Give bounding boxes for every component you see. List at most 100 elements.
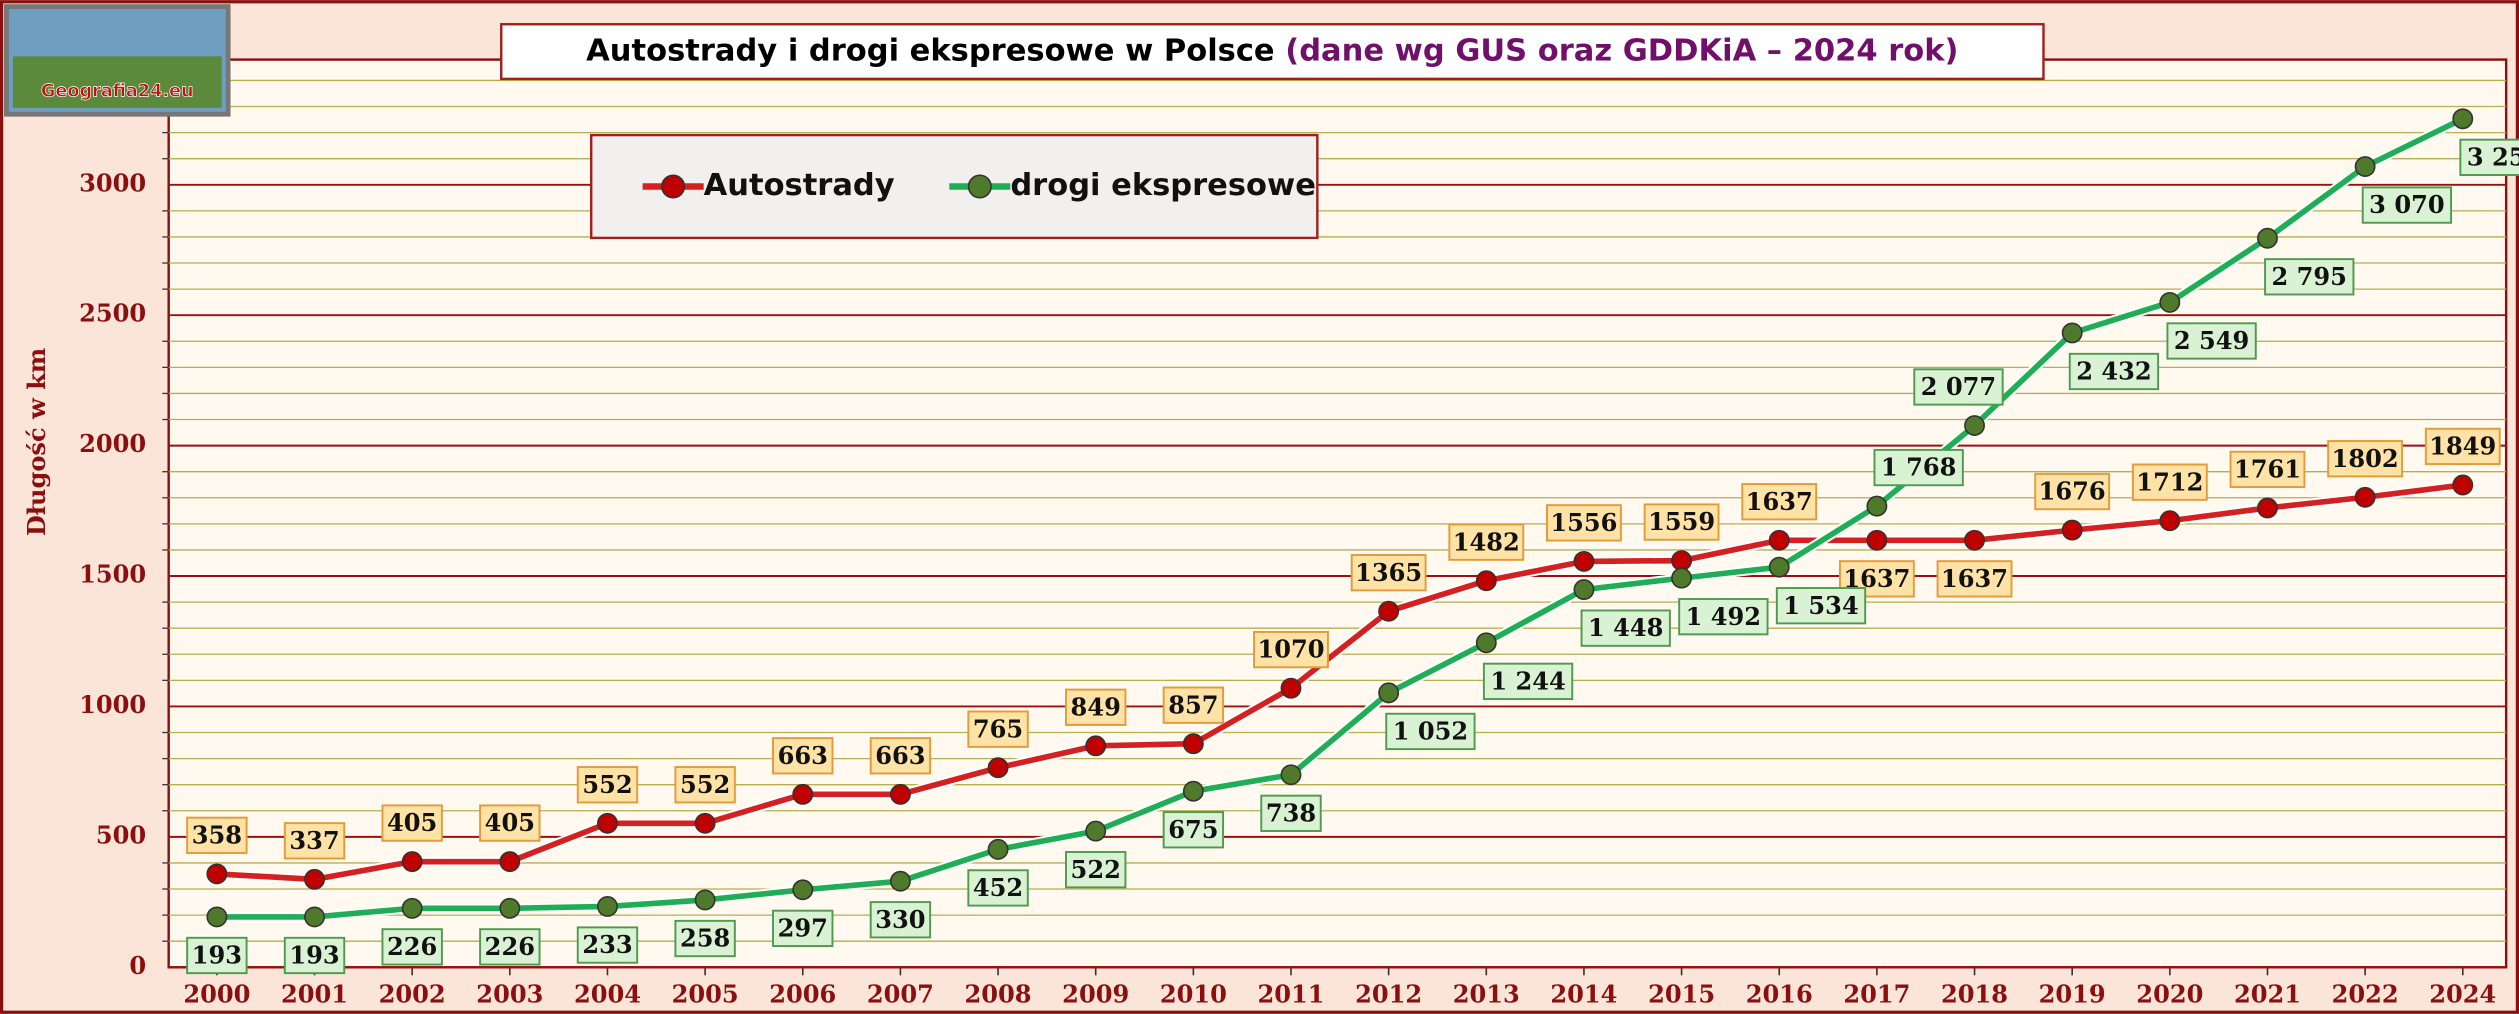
point bbox=[1280, 677, 1302, 699]
x-tick-label: 2014 bbox=[1550, 980, 1617, 1009]
value-label: 233 bbox=[582, 930, 632, 959]
value-label-box bbox=[283, 822, 346, 860]
value-label: 1 768 bbox=[1881, 453, 1956, 482]
value-label-box bbox=[186, 936, 248, 975]
x-tick-label: 2000 bbox=[183, 980, 250, 1009]
y-tick-label: 2500 bbox=[79, 299, 146, 328]
point bbox=[1378, 682, 1400, 704]
value-label: 3 070 bbox=[2369, 190, 2444, 219]
value-label: 3 253 bbox=[2467, 142, 2519, 171]
x-tick-label: 2002 bbox=[379, 980, 446, 1009]
value-label-box bbox=[576, 766, 639, 804]
legend-marker bbox=[661, 174, 686, 199]
point bbox=[1182, 780, 1204, 802]
x-tick-label: 2007 bbox=[867, 980, 934, 1009]
x-tick-label: 2024 bbox=[2429, 980, 2496, 1009]
value-label: 1637 bbox=[1941, 564, 2008, 593]
value-label-box bbox=[869, 901, 932, 939]
value-label: 1482 bbox=[1453, 527, 1520, 556]
value-label: 337 bbox=[289, 826, 339, 855]
value-label: 1365 bbox=[1355, 558, 1422, 587]
value-label-box bbox=[1065, 688, 1127, 726]
point bbox=[987, 838, 1009, 860]
value-label-box bbox=[1775, 587, 1867, 625]
point bbox=[597, 896, 618, 917]
value-label-box bbox=[576, 926, 639, 964]
value-label: 258 bbox=[680, 924, 730, 953]
point bbox=[206, 906, 228, 928]
value-label: 2 432 bbox=[2076, 357, 2151, 386]
x-tick-label: 2001 bbox=[281, 980, 348, 1009]
x-tick-label: 2005 bbox=[672, 980, 739, 1009]
value-label: 2 077 bbox=[1921, 372, 1996, 401]
value-label: 1 492 bbox=[1686, 602, 1761, 631]
point bbox=[206, 863, 228, 885]
value-label: 1556 bbox=[1550, 508, 1617, 537]
value-label-box bbox=[1448, 523, 1525, 561]
value-label-box bbox=[1385, 712, 1476, 751]
value-label-box bbox=[2459, 138, 2519, 176]
y-tick-label: 500 bbox=[96, 820, 146, 849]
point bbox=[1085, 820, 1107, 842]
value-label: 1 052 bbox=[1393, 717, 1468, 746]
value-label: 1 534 bbox=[1783, 591, 1858, 620]
value-label: 330 bbox=[875, 905, 925, 934]
series-line bbox=[216, 482, 2464, 883]
value-label-box bbox=[674, 919, 736, 958]
point bbox=[1964, 415, 1985, 436]
value-label: 452 bbox=[973, 873, 1023, 902]
value-label-box bbox=[1741, 483, 1818, 521]
x-tick-label: 2018 bbox=[1941, 980, 2008, 1009]
value-label: 193 bbox=[192, 941, 242, 970]
marks: 358 337 405 405 552 552 663 663 765 849 857 1070 136… bbox=[186, 108, 2519, 975]
value-label: 1070 bbox=[1257, 635, 1324, 664]
point bbox=[1964, 529, 1985, 551]
value-label: 663 bbox=[875, 741, 925, 770]
value-label: 358 bbox=[192, 820, 242, 849]
point bbox=[2159, 291, 2181, 313]
value-label-box bbox=[2166, 322, 2257, 360]
point bbox=[2354, 156, 2376, 177]
point bbox=[1378, 600, 1400, 622]
value-label-box bbox=[186, 816, 248, 854]
x-tick-label: 2019 bbox=[2039, 980, 2106, 1009]
value-label-box bbox=[967, 710, 1029, 748]
x-tick-label: 2016 bbox=[1746, 980, 1813, 1009]
point bbox=[1475, 570, 1497, 592]
point bbox=[499, 851, 521, 873]
value-label-box bbox=[1260, 794, 1322, 832]
value-label: 1637 bbox=[1746, 487, 1813, 516]
point bbox=[1768, 529, 1790, 551]
x-tick-label: 2017 bbox=[1843, 980, 1910, 1009]
point bbox=[499, 897, 521, 919]
x-tick-label: 2011 bbox=[1257, 980, 1324, 1009]
point bbox=[2061, 322, 2083, 344]
point bbox=[694, 889, 716, 911]
y-tick-label: 1500 bbox=[79, 560, 146, 589]
point bbox=[1475, 632, 1497, 654]
point bbox=[2354, 486, 2376, 508]
value-label: 193 bbox=[289, 941, 339, 970]
point bbox=[2452, 474, 2474, 496]
value-label-box bbox=[1936, 560, 2013, 598]
value-label: 552 bbox=[582, 770, 632, 799]
point bbox=[2159, 510, 2181, 532]
point bbox=[2257, 227, 2278, 249]
value-label: 552 bbox=[680, 770, 730, 799]
value-label-box bbox=[479, 804, 541, 842]
value-label: 1 244 bbox=[1490, 666, 1565, 695]
point bbox=[2061, 519, 2083, 541]
point bbox=[1182, 733, 1204, 755]
value-label-box bbox=[1065, 851, 1127, 889]
y-axis-label: Długość w km bbox=[22, 348, 51, 536]
x-tick-label: 2020 bbox=[2136, 980, 2203, 1009]
value-label-box bbox=[1253, 630, 1329, 669]
subtitle: (dane wg GUS oraz GDDKiA – 2024 rok) bbox=[1285, 33, 1958, 68]
point bbox=[1573, 579, 1595, 601]
value-label: 1676 bbox=[2039, 477, 2106, 506]
value-label: 738 bbox=[1266, 798, 1316, 827]
value-label-box bbox=[2131, 463, 2208, 501]
value-label-box bbox=[381, 928, 443, 966]
point bbox=[1768, 556, 1790, 578]
